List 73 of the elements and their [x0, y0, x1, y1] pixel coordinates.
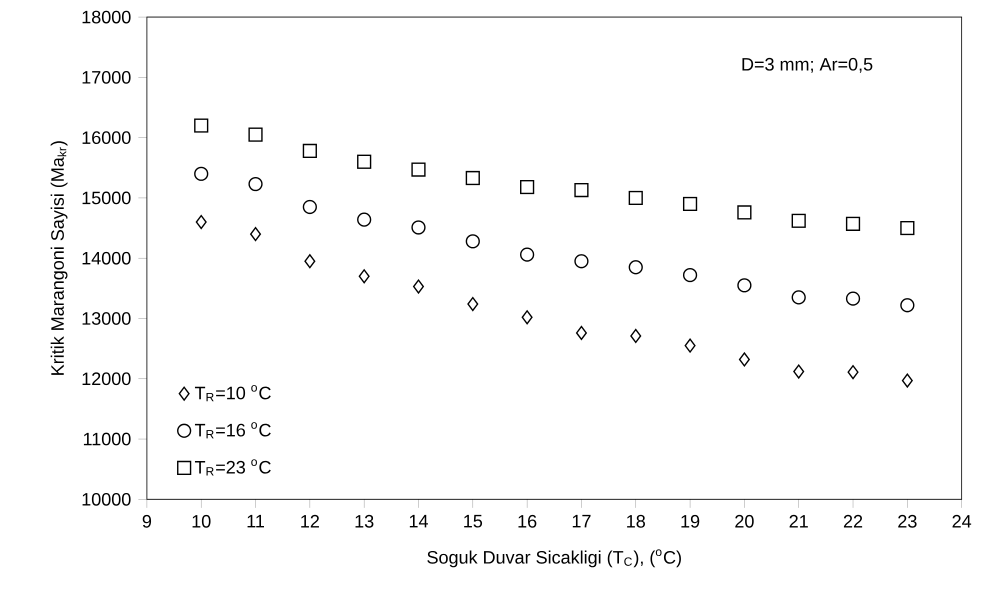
- point: [574, 182, 589, 198]
- x-tick-label: 9: [142, 514, 152, 528]
- point: [900, 298, 914, 312]
- point: [848, 364, 859, 380]
- point: [576, 326, 587, 340]
- x-tick-label: 15: [464, 514, 482, 528]
- y-tick-label: 18000: [82, 10, 131, 24]
- x-tick-label: 13: [356, 514, 374, 528]
- point: [738, 352, 750, 366]
- y-tick-label: 14000: [82, 252, 131, 264]
- point: [900, 220, 914, 235]
- point: [411, 162, 426, 177]
- point: [792, 290, 806, 304]
- point: [792, 214, 806, 228]
- point: [737, 278, 752, 292]
- legend-label: T$_{R}$=10 $^{o}$C: [194, 384, 271, 402]
- point: [304, 254, 316, 268]
- point: [357, 154, 372, 169]
- point: [630, 328, 642, 343]
- point: [793, 364, 804, 378]
- point: [411, 220, 426, 234]
- x-tick-label: 22: [844, 514, 862, 528]
- point: [194, 118, 208, 133]
- y-tick-label: 12000: [82, 372, 131, 385]
- y-tick-label: 16000: [82, 131, 131, 144]
- point: [520, 247, 534, 262]
- point: [520, 180, 534, 194]
- point: [522, 310, 533, 324]
- y-tick-label: 17000: [82, 70, 131, 84]
- x-tick-label: 24: [952, 514, 972, 528]
- point: [902, 373, 913, 388]
- point: [248, 127, 263, 142]
- point: [302, 144, 317, 158]
- legend-label: T$_{R}$=23 $^{o}$C: [194, 459, 271, 476]
- x-tick-label: 18: [627, 514, 645, 528]
- y-tick-label: 13000: [82, 312, 131, 325]
- x-tick-label: 10: [192, 514, 211, 528]
- point: [466, 170, 480, 185]
- y-tick-label: 11000: [84, 432, 131, 446]
- point: [682, 268, 698, 282]
- point: [628, 190, 643, 205]
- x-tick-label: 21: [790, 514, 808, 528]
- annotation: D=3 mm; Ar=0,5: [742, 58, 872, 73]
- point: [194, 166, 208, 181]
- x-tick-label: 23: [898, 514, 917, 528]
- point: [684, 338, 696, 353]
- point: [846, 291, 860, 306]
- x-axis-title: Soguk Duvar Sicakligi (T$_{C}$), ($^{o}$C): [427, 549, 681, 568]
- y-tick-label: 15000: [82, 191, 131, 204]
- point: [682, 196, 698, 211]
- point: [737, 205, 752, 220]
- point: [628, 260, 643, 274]
- legend-label: T$_{R}$=16 $^{o}$C: [194, 422, 271, 438]
- x-tick-label: 11: [248, 514, 264, 528]
- x-tick-label: 20: [735, 514, 754, 528]
- x-tick-label: 17: [572, 514, 591, 528]
- point: [196, 214, 207, 229]
- point: [248, 176, 263, 191]
- point: [466, 234, 480, 248]
- point: [412, 279, 424, 294]
- point: [250, 226, 262, 242]
- point: [846, 216, 860, 231]
- x-tick-label: 19: [681, 514, 700, 528]
- point: [357, 212, 372, 227]
- point: [467, 296, 478, 311]
- x-tick-label: 16: [518, 514, 536, 528]
- x-tick-label: 14: [410, 514, 428, 528]
- x-tick-label: 12: [301, 514, 319, 528]
- y-tick-label: 10000: [82, 492, 131, 506]
- point: [574, 254, 589, 268]
- point: [302, 200, 317, 214]
- y-axis-title: Kritik Marangoni Sayisi (Ma$_{kr}$): [50, 141, 68, 375]
- point: [358, 269, 370, 284]
